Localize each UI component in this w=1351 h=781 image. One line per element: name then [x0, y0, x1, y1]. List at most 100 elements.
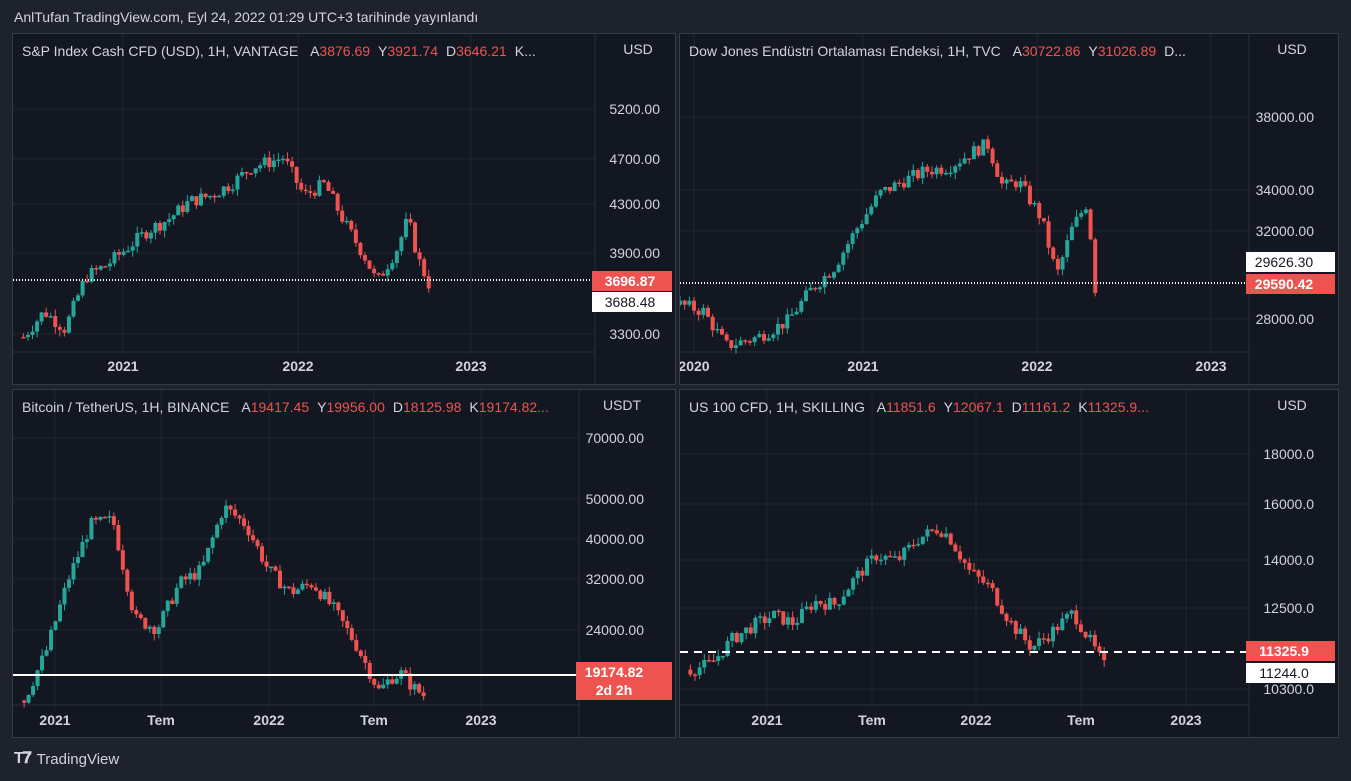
ohlc-k: K...	[514, 43, 536, 59]
candle-body	[837, 604, 842, 606]
currency-label: USD	[1277, 41, 1307, 57]
candle-body	[413, 222, 418, 253]
candle-body	[1088, 634, 1093, 638]
symbol-label: S&P Index Cash CFD (USD), 1H, VANTAGE	[22, 43, 299, 59]
ohlc-values: A19417.45 Y19956.00 D18125.98 K19174.82...	[233, 399, 548, 415]
candle-body	[262, 157, 267, 166]
candle-body	[327, 591, 332, 604]
candle-body	[354, 639, 359, 651]
candle-body	[761, 334, 766, 341]
candle-body	[990, 148, 995, 164]
candle-body	[381, 684, 386, 689]
price-badge-text: 29626.30	[1255, 254, 1314, 270]
ohlc-a: A3876.69	[310, 43, 371, 59]
candle-body	[1032, 645, 1037, 650]
candle-body	[120, 550, 125, 570]
candle-body	[286, 586, 291, 589]
candle-body	[417, 684, 422, 693]
candle-body	[22, 700, 27, 703]
candle-body	[258, 165, 263, 169]
ohlc-k: K19174.82...	[469, 399, 549, 415]
candle-body	[706, 659, 711, 662]
candle-body	[789, 314, 794, 316]
chart-canvas[interactable]: USD 38000.00 34000.00 32000.00 28000.00 2020 2…	[680, 34, 1338, 384]
candle-body	[1078, 624, 1083, 632]
candle-body	[201, 561, 206, 566]
y-tick-label: 40000.00	[586, 531, 645, 547]
candle-body	[75, 557, 80, 564]
candle-body	[725, 640, 730, 656]
candle-body	[696, 310, 701, 315]
candle-body	[53, 316, 58, 327]
candle-body	[1060, 257, 1065, 270]
candle-body	[98, 266, 103, 270]
candle-body	[135, 232, 140, 247]
candle-body	[189, 196, 194, 202]
candle-body	[1046, 221, 1051, 248]
candle-body	[1064, 613, 1069, 619]
y-tick-label: 4700.00	[609, 151, 660, 167]
ohlc-d: D18125.98	[392, 399, 462, 415]
chart-panel-us100[interactable]: USD 18000.0 16000.0 14000.0 12500.0 10300.0 20…	[679, 389, 1339, 738]
candle-body	[385, 679, 390, 685]
chart-panel-dowjones[interactable]: USD 38000.00 34000.00 32000.00 28000.00 2020 2…	[679, 33, 1339, 385]
price-badge-text: 29590.42	[1255, 276, 1314, 292]
candle-body	[300, 583, 305, 590]
candle-body	[291, 587, 296, 594]
candle-body	[276, 159, 281, 162]
candle-body	[228, 505, 233, 510]
candle-body	[702, 659, 707, 668]
candle-body	[730, 632, 735, 641]
candle-body	[780, 323, 785, 329]
candle-body	[803, 290, 808, 302]
candle-body	[249, 173, 254, 175]
chart-canvas[interactable]: USD 18000.0 16000.0 14000.0 12500.0 10300.0 20…	[680, 390, 1338, 737]
candle-body	[1055, 258, 1060, 270]
candle-body	[57, 326, 62, 330]
candle-body	[376, 273, 381, 275]
candle-body	[836, 264, 841, 273]
candle-body	[804, 606, 809, 609]
candle-body	[353, 229, 358, 243]
candle-body	[183, 576, 188, 580]
candle-body	[390, 263, 395, 270]
x-tick-label: Tem	[360, 712, 388, 728]
candle-body	[335, 193, 340, 211]
candle-body	[156, 627, 161, 634]
candle-body	[194, 196, 199, 206]
candle-body	[930, 529, 935, 531]
candle-body	[98, 516, 103, 520]
candle-body	[869, 206, 874, 215]
candle-body	[744, 627, 749, 634]
chart-panel-bitcoin[interactable]: USDT 70000.00 50000.00 40000.00 32000.00 2400…	[12, 389, 676, 738]
chart-canvas[interactable]: USDT 70000.00 50000.00 40000.00 32000.00 2400…	[13, 390, 675, 737]
price-badge: 2d 2h	[576, 680, 672, 700]
candle-body	[892, 556, 897, 558]
chart-canvas[interactable]: USD 5200.00 4700.00 4300.00 3900.00 3300.00 20…	[13, 34, 675, 384]
candle-body	[89, 268, 94, 282]
currency-label: USDT	[603, 397, 642, 413]
x-tick-label: 2023	[455, 358, 486, 374]
chart-panel-sp500[interactable]: USD 5200.00 4700.00 4300.00 3900.00 3300.00 20…	[12, 33, 676, 385]
price-badge: 19174.82	[576, 662, 672, 682]
candle-body	[1069, 226, 1074, 241]
candle-body	[1097, 646, 1102, 653]
candle-body	[143, 618, 148, 629]
candle-body	[752, 337, 757, 343]
candle-body	[1102, 652, 1107, 661]
candle-body	[902, 547, 907, 560]
candle-body	[687, 300, 692, 305]
ohlc-y: Y19956.00	[317, 399, 385, 415]
candle-body	[282, 586, 287, 589]
candle-body	[818, 601, 823, 605]
x-tick-label: 2022	[282, 358, 313, 374]
candle-body	[176, 205, 181, 216]
candle-body	[80, 280, 85, 296]
y-tick-label: 70000.00	[586, 430, 645, 446]
candle-body	[953, 544, 958, 552]
x-tick-label: Tem	[858, 712, 886, 728]
candle-body	[121, 251, 126, 255]
candle-body	[107, 263, 112, 267]
candle-body	[116, 525, 121, 551]
candle-body	[111, 516, 116, 526]
